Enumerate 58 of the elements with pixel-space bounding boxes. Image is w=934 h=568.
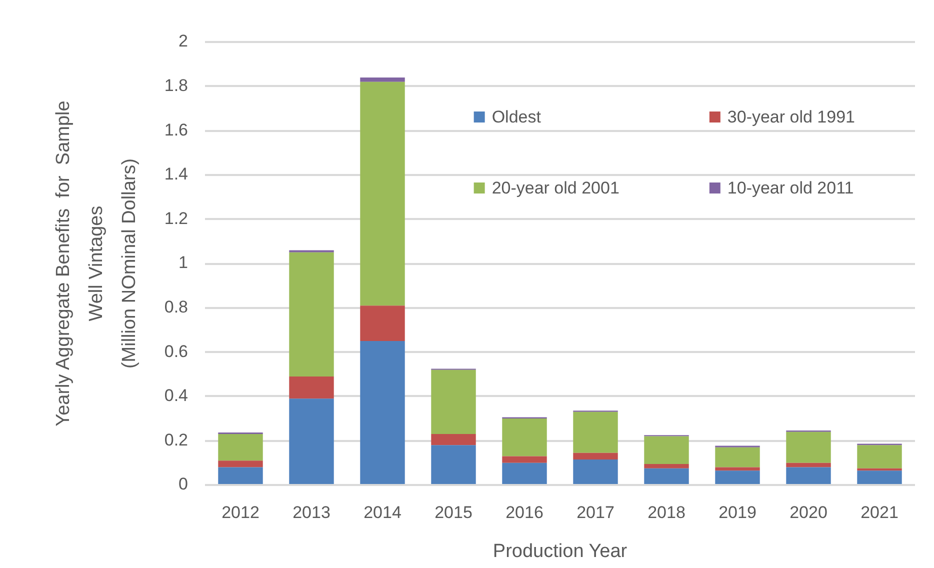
- bar: [360, 82, 405, 306]
- bar: [502, 462, 547, 484]
- y-axis-title: Yearly Aggregate Benefits for Sample Well Vintages (Million NOminal Dollars): [52, 100, 140, 426]
- bar: [360, 341, 405, 484]
- bar: [857, 445, 902, 468]
- bar: [289, 376, 334, 399]
- bar: [786, 462, 831, 468]
- bar: [857, 468, 902, 471]
- x-tick-label: 2018: [648, 502, 686, 522]
- y-tick-label: 1: [178, 253, 188, 272]
- bar: [644, 436, 689, 464]
- y-tick-label: 1.6: [164, 120, 188, 140]
- bar: [715, 447, 760, 468]
- bar: [644, 468, 689, 484]
- bar: [644, 464, 689, 468]
- bar: [289, 398, 334, 484]
- x-tick-label: 2021: [860, 502, 898, 522]
- x-tick-label: 2015: [434, 502, 472, 522]
- bar: [573, 412, 618, 453]
- x-tick-label: 2020: [790, 502, 828, 522]
- x-tick-label: 2012: [222, 502, 260, 522]
- bar: [857, 470, 902, 484]
- y-tick-label: 2: [178, 32, 188, 51]
- y-tick-label: 0: [178, 474, 188, 494]
- bar: [786, 432, 831, 463]
- x-tick-label: 2019: [718, 502, 756, 522]
- bar: [502, 418, 547, 456]
- y-tick-label: 1.8: [164, 76, 188, 95]
- bar: [218, 460, 263, 468]
- bar: [786, 467, 831, 484]
- legend-label: 10-year old 2011: [727, 178, 854, 198]
- y-tick-label: 0.4: [164, 386, 188, 406]
- bar: [431, 434, 476, 446]
- bar: [360, 77, 405, 82]
- x-tick-label: 2013: [292, 502, 330, 522]
- legend-label: Oldest: [492, 108, 542, 127]
- bar: [218, 434, 263, 461]
- bar: [431, 370, 476, 434]
- bar: [573, 452, 618, 460]
- bar: [431, 445, 476, 484]
- bar: [360, 306, 405, 342]
- y-tick-label: 1.2: [164, 208, 188, 228]
- x-tick-label: 2014: [364, 502, 402, 522]
- y-tick-label: 0.8: [164, 297, 188, 316]
- bar: [502, 456, 547, 463]
- x-axis-title: Production Year: [492, 540, 628, 562]
- legend-label: 30-year old 1991: [727, 108, 855, 127]
- bar: [218, 467, 263, 484]
- legend-label: 20-year old 2001: [492, 178, 620, 198]
- x-tick-label: 2017: [576, 502, 614, 522]
- y-tick-label: 1.4: [164, 164, 188, 184]
- bar: [715, 467, 760, 471]
- bar: [573, 460, 618, 484]
- bar: [715, 470, 760, 484]
- y-tick-label: 0.6: [164, 342, 188, 361]
- bar: [289, 252, 334, 376]
- y-tick-label: 0.2: [164, 430, 188, 450]
- x-tick-label: 2016: [506, 502, 544, 522]
